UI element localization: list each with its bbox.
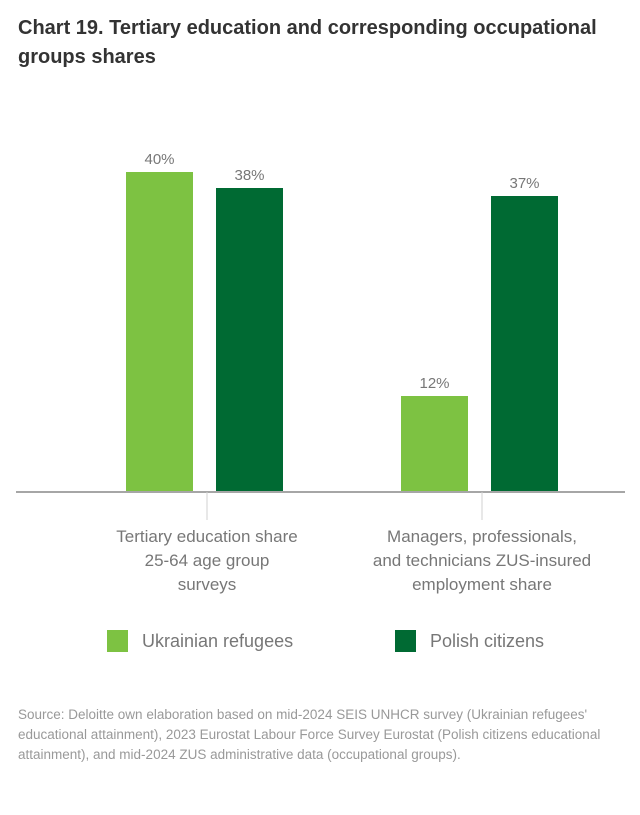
bar-0-1 xyxy=(401,396,468,492)
bar-0-0 xyxy=(126,172,193,492)
category-label-line: surveys xyxy=(177,575,237,594)
legend-swatch xyxy=(395,630,416,652)
category-label-tertiary: Tertiary education share 25-64 age group… xyxy=(72,525,342,597)
data-label: 40% xyxy=(144,151,174,168)
category-label-line: 25-64 age group xyxy=(144,551,270,570)
bar-1-0 xyxy=(216,188,283,492)
legend-label: Polish citizens xyxy=(430,630,545,651)
data-label: 38% xyxy=(234,167,264,184)
category-label-line: Tertiary education share xyxy=(116,527,298,546)
category-label-managers: Managers, professionals, and technicians… xyxy=(347,525,617,597)
category-label-line: employment share xyxy=(412,575,552,594)
legend-label: Ukrainian refugees xyxy=(142,630,294,651)
data-label: 12% xyxy=(419,375,449,392)
chart-title: Chart 19. Tertiary education and corresp… xyxy=(18,17,597,68)
legend-swatch xyxy=(107,630,128,652)
legend-item-ukrainian-refugees: Ukrainian refugees xyxy=(107,630,293,652)
bar-1-1 xyxy=(491,196,558,492)
category-label-line: Managers, professionals, xyxy=(387,527,577,546)
source-note: Source: Deloitte own elaboration based o… xyxy=(18,707,601,762)
category-label-line: and technicians ZUS-insured xyxy=(372,551,592,570)
legend-item-polish-citizens: Polish citizens xyxy=(395,630,544,652)
data-label: 37% xyxy=(509,175,539,192)
